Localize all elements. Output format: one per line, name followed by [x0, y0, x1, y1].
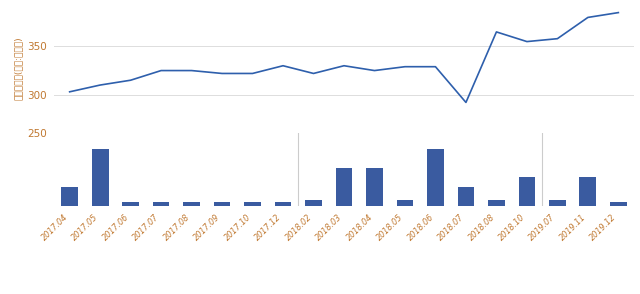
Bar: [427, 148, 444, 206]
Bar: [214, 202, 230, 206]
Bar: [305, 200, 322, 206]
Bar: [488, 200, 505, 206]
Bar: [518, 177, 535, 206]
Bar: [610, 202, 627, 206]
Bar: [366, 168, 383, 206]
Bar: [579, 177, 596, 206]
Bar: [397, 200, 413, 206]
Bar: [92, 148, 109, 206]
Bar: [183, 202, 200, 206]
Bar: [458, 187, 474, 206]
Bar: [153, 202, 170, 206]
Bar: [122, 202, 139, 206]
Bar: [335, 168, 353, 206]
Bar: [244, 202, 261, 206]
Bar: [275, 202, 291, 206]
Y-axis label: 실거래가액(단위:백만원): 실거래가액(단위:백만원): [14, 36, 23, 100]
Bar: [549, 200, 566, 206]
Bar: [61, 187, 78, 206]
